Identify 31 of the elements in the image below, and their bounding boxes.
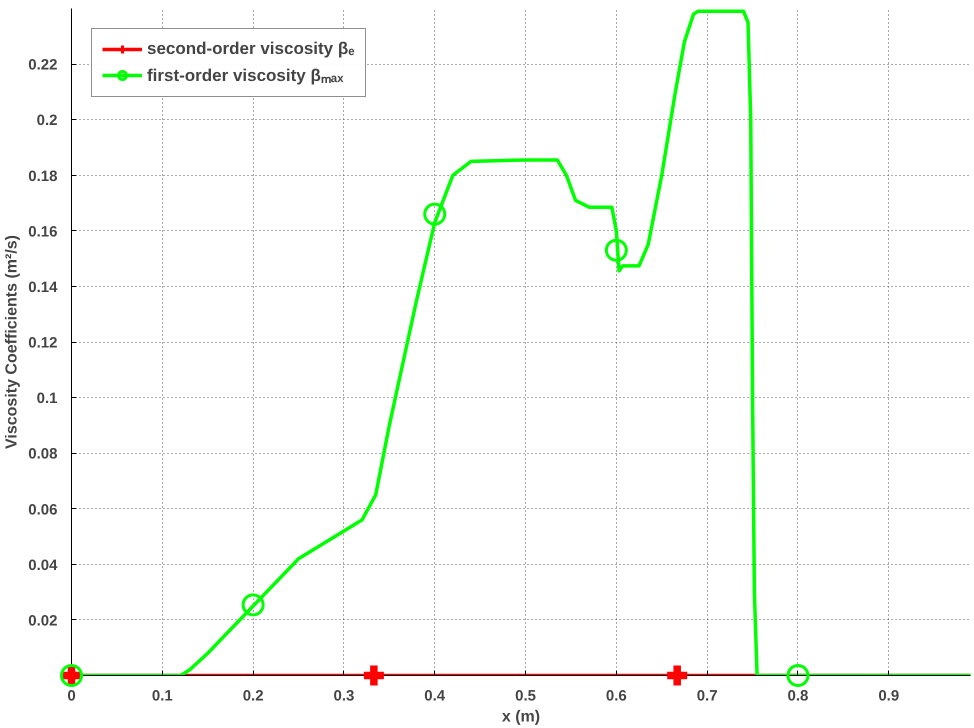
y-tick-label: 0.22: [28, 56, 58, 74]
x-tick-label: 0.9: [878, 688, 900, 704]
y-tick-label: 0.06: [28, 501, 58, 518]
y-tick-label: 0.14: [28, 278, 58, 296]
x-tick-label: 0.6: [606, 688, 627, 704]
y-tick-label: 0.02: [28, 612, 58, 630]
x-axis-title: x (m): [502, 708, 540, 726]
x-tick-label: 0.4: [424, 688, 446, 704]
point: [423, 202, 446, 226]
x-tick-label: 0.7: [696, 688, 718, 704]
y-tick-label: 0.2: [36, 112, 58, 130]
legend-label: second-order viscosity βₑ: [147, 39, 355, 59]
x-tick-label: 0.1: [152, 688, 173, 704]
x-tick-label: 0.3: [334, 688, 354, 704]
x-tick-label: 0.5: [515, 688, 536, 704]
point: [364, 666, 384, 686]
x-tick-label: 0.8: [788, 688, 808, 704]
y-tick-label: 0.12: [28, 334, 58, 352]
y-tick-label: 0.08: [28, 446, 58, 463]
legend-label: first-order viscosity βₘₐₓ: [147, 65, 344, 86]
y-tick-label: 0.16: [28, 223, 58, 240]
x-tick-label: 0.2: [242, 688, 264, 704]
point: [242, 593, 265, 616]
point: [667, 666, 688, 686]
point: [604, 238, 628, 262]
y-tick-label: 0.1: [36, 390, 58, 408]
y-tick-label: 0.04: [28, 556, 58, 574]
x-tick-label: 0: [67, 688, 76, 704]
point: [786, 664, 810, 687]
y-tick-label: 0.18: [28, 168, 58, 185]
y-axis-title: Viscosity Coefficients (m²/s): [3, 235, 20, 449]
